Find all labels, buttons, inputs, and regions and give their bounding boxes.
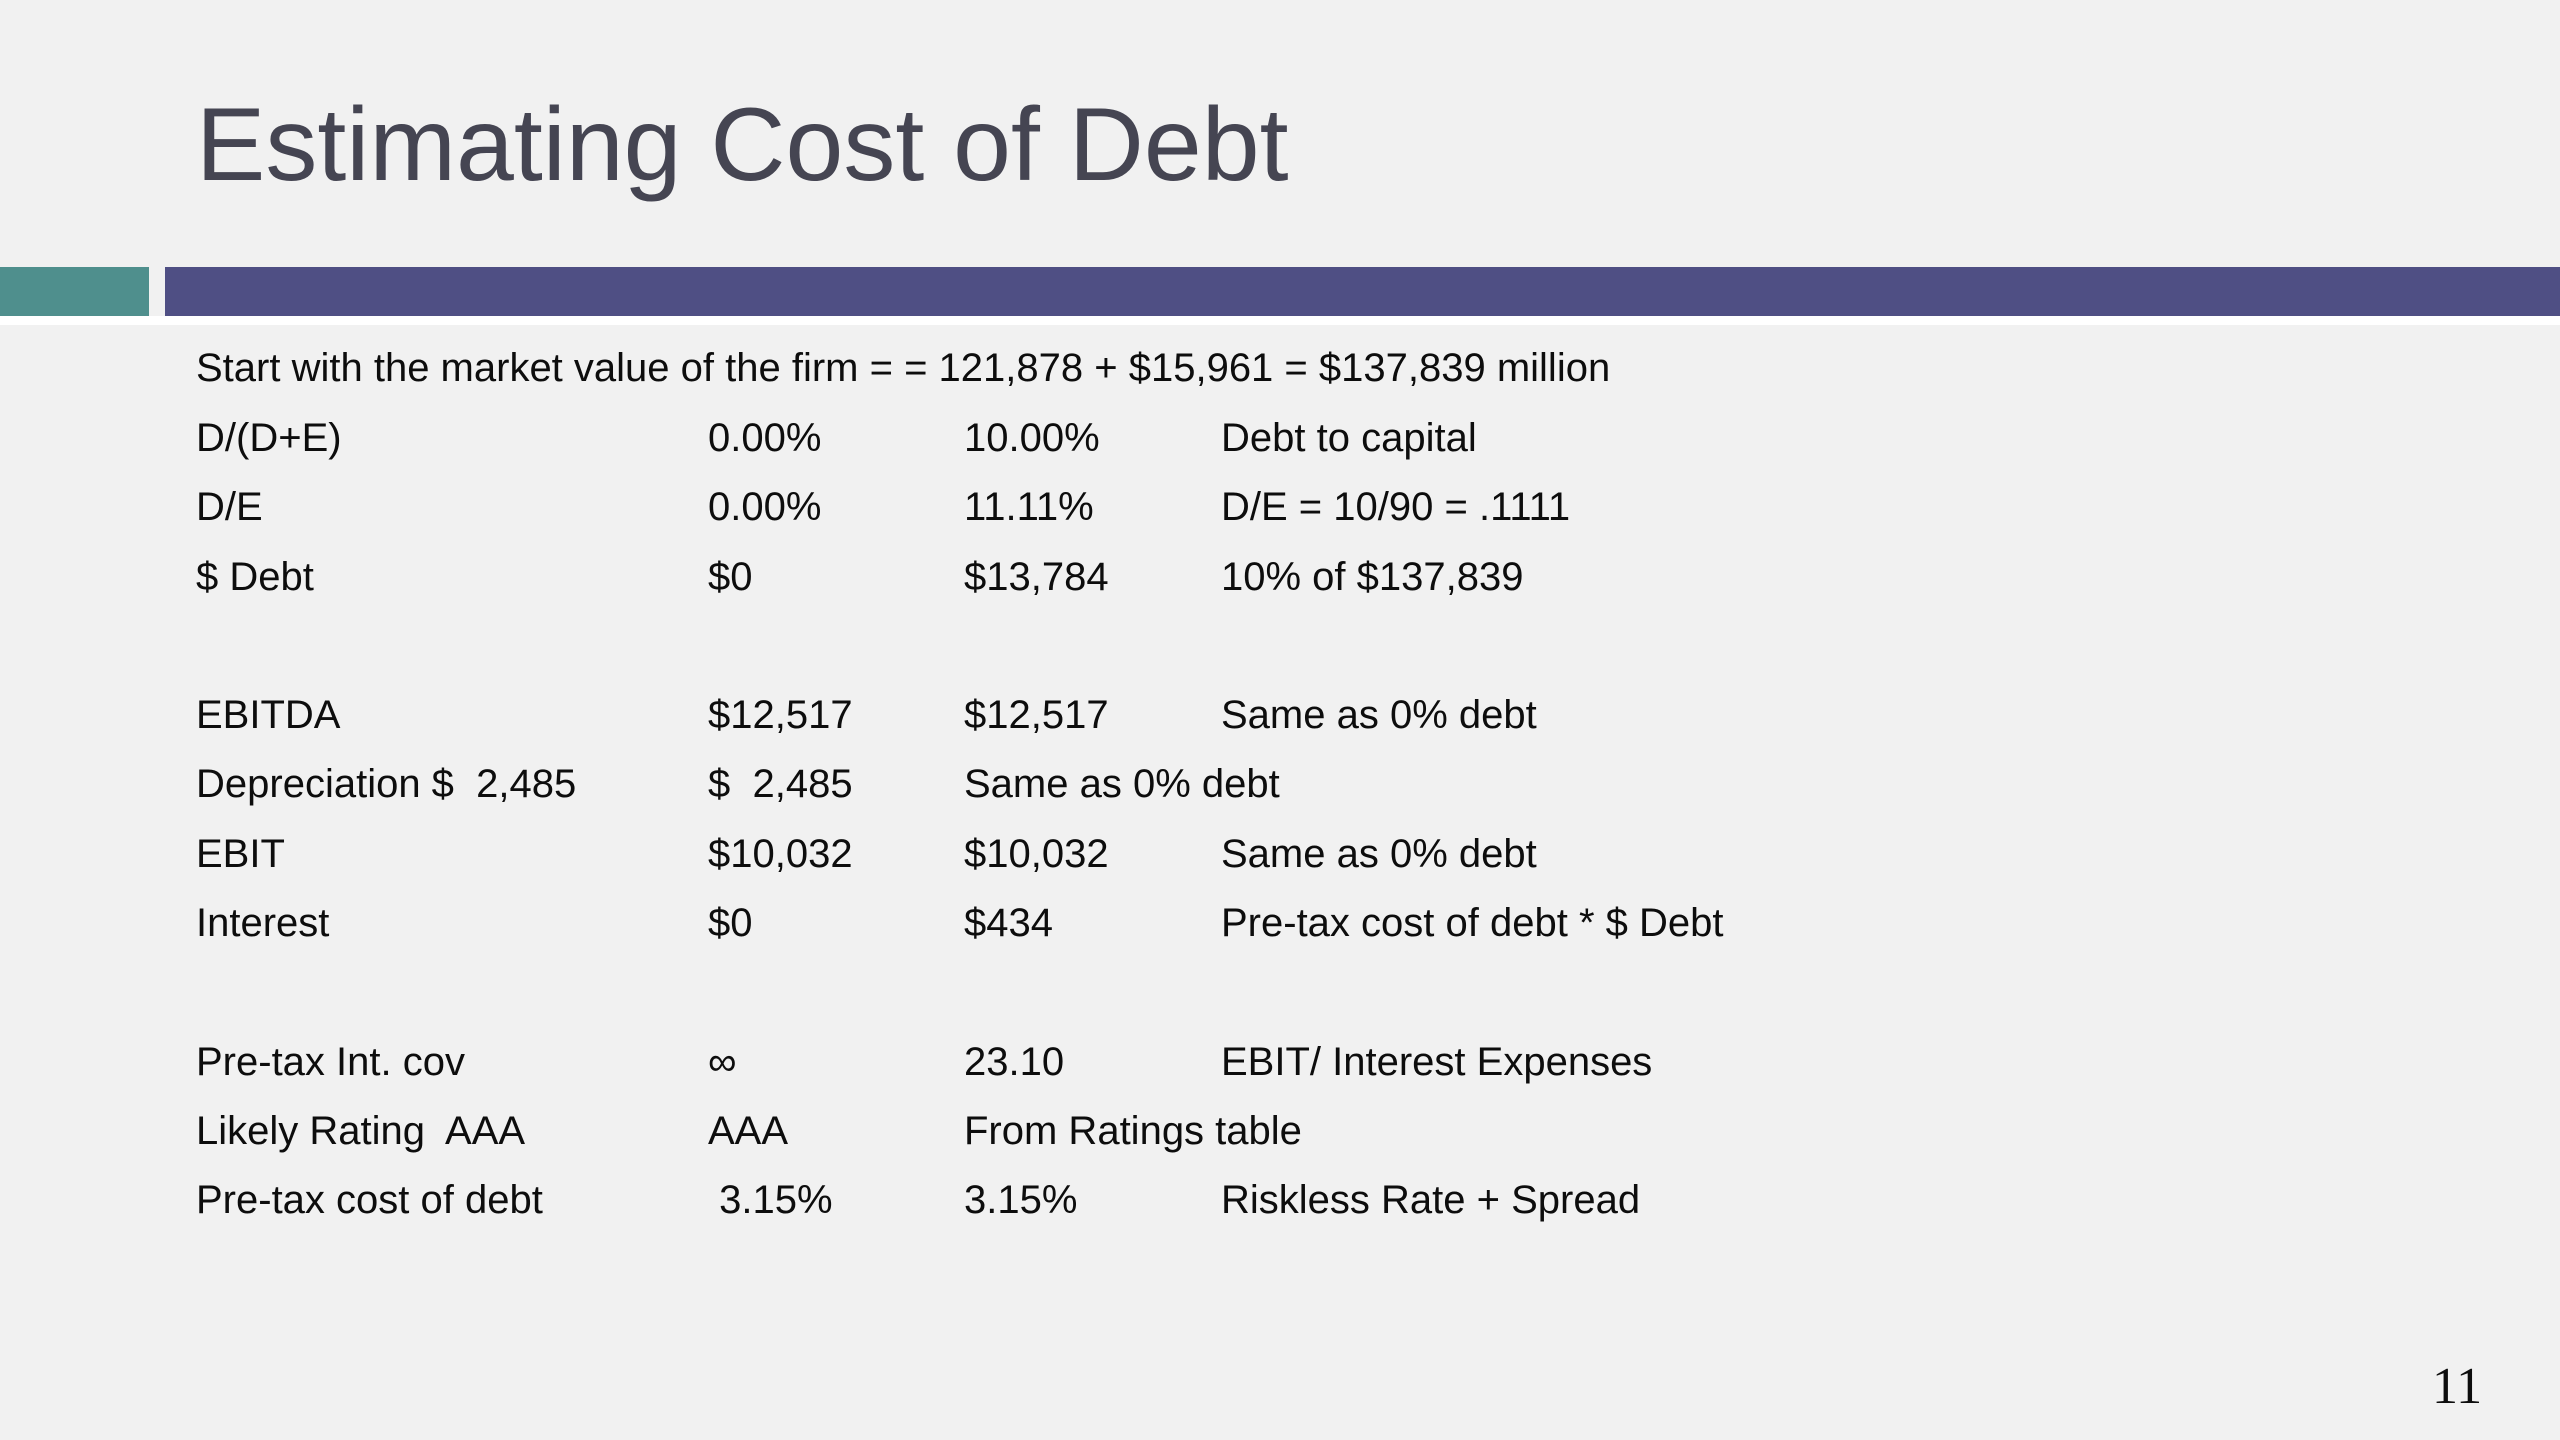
table-row: Likely Rating AAA AAA From Ratings table [0, 1107, 2560, 1163]
row-note: Debt to capital [1221, 416, 1477, 460]
value-zero-debt: $ 2,485 [708, 762, 853, 806]
value-zero-debt: ∞ [708, 1040, 737, 1084]
table-row: Pre-tax cost of debt 3.15% 3.15% Riskles… [0, 1176, 2560, 1232]
table-row: Pre-tax Int. cov ∞ 23.10 EBIT/ Interest … [0, 1038, 2560, 1094]
value-zero-debt: $0 [708, 901, 753, 945]
table-row: EBITDA $12,517 $12,517 Same as 0% debt [0, 691, 2560, 747]
row-label: D/E [196, 485, 263, 529]
intro-text: Start with the market value of the firm … [196, 346, 1611, 390]
value-zero-debt: 0.00% [708, 485, 822, 529]
row-label: EBIT [196, 832, 285, 876]
value-zero-debt: AAA [708, 1109, 789, 1153]
value-zero-debt: $0 [708, 555, 753, 599]
accent-rule [0, 316, 2560, 325]
value-ten-pct-debt: Same as 0% debt [964, 762, 1280, 806]
row-note: 10% of $137,839 [1221, 555, 1524, 599]
table-row: D/(D+E) 0.00% 10.00% Debt to capital [0, 414, 2560, 470]
value-ten-pct-debt: $10,032 [964, 832, 1109, 876]
accent-bar-purple [165, 267, 2560, 316]
table-row: $ Debt $0 $13,784 10% of $137,839 [0, 553, 2560, 609]
row-label: Interest [196, 901, 330, 945]
value-zero-debt: $12,517 [708, 693, 853, 737]
value-ten-pct-debt: From Ratings table [964, 1109, 1302, 1153]
table-row: D/E 0.00% 11.11% D/E = 10/90 = .1111 [0, 483, 2560, 539]
page-number: 11 [2432, 1358, 2483, 1415]
value-zero-debt: 3.15% [708, 1178, 833, 1222]
value-ten-pct-debt: $13,784 [964, 555, 1109, 599]
value-ten-pct-debt: $12,517 [964, 693, 1109, 737]
row-label: D/(D+E) [196, 416, 342, 460]
table-row: Interest $0 $434 Pre-tax cost of debt * … [0, 899, 2560, 955]
row-label: EBITDA [196, 693, 341, 737]
row-label: Pre-tax Int. cov [196, 1040, 465, 1084]
accent-bar-teal [0, 267, 149, 316]
slide-title: Estimating Cost of Debt [196, 87, 1289, 203]
value-ten-pct-debt: $434 [964, 901, 1053, 945]
value-ten-pct-debt: 23.10 [964, 1040, 1065, 1084]
row-note: Riskless Rate + Spread [1221, 1178, 1641, 1222]
table-row: Depreciation $ 2,485 $ 2,485 Same as 0% … [0, 760, 2560, 816]
value-ten-pct-debt: 3.15% [964, 1178, 1078, 1222]
row-note: EBIT/ Interest Expenses [1221, 1040, 1653, 1084]
value-zero-debt: 0.00% [708, 416, 822, 460]
row-label: Pre-tax cost of debt [196, 1178, 543, 1222]
row-label: $ Debt [196, 555, 314, 599]
row-note: Same as 0% debt [1221, 832, 1537, 876]
row-label: Likely Rating AAA [196, 1109, 526, 1153]
table-row: EBIT $10,032 $10,032 Same as 0% debt [0, 830, 2560, 886]
row-note: Pre-tax cost of debt * $ Debt [1221, 901, 1724, 945]
row-note: D/E = 10/90 = .1111 [1221, 485, 1571, 529]
row-note: Same as 0% debt [1221, 693, 1537, 737]
value-ten-pct-debt: 10.00% [964, 416, 1100, 460]
row-label: Depreciation $ 2,485 [196, 762, 577, 806]
value-ten-pct-debt: 11.11% [964, 485, 1094, 529]
value-zero-debt: $10,032 [708, 832, 853, 876]
